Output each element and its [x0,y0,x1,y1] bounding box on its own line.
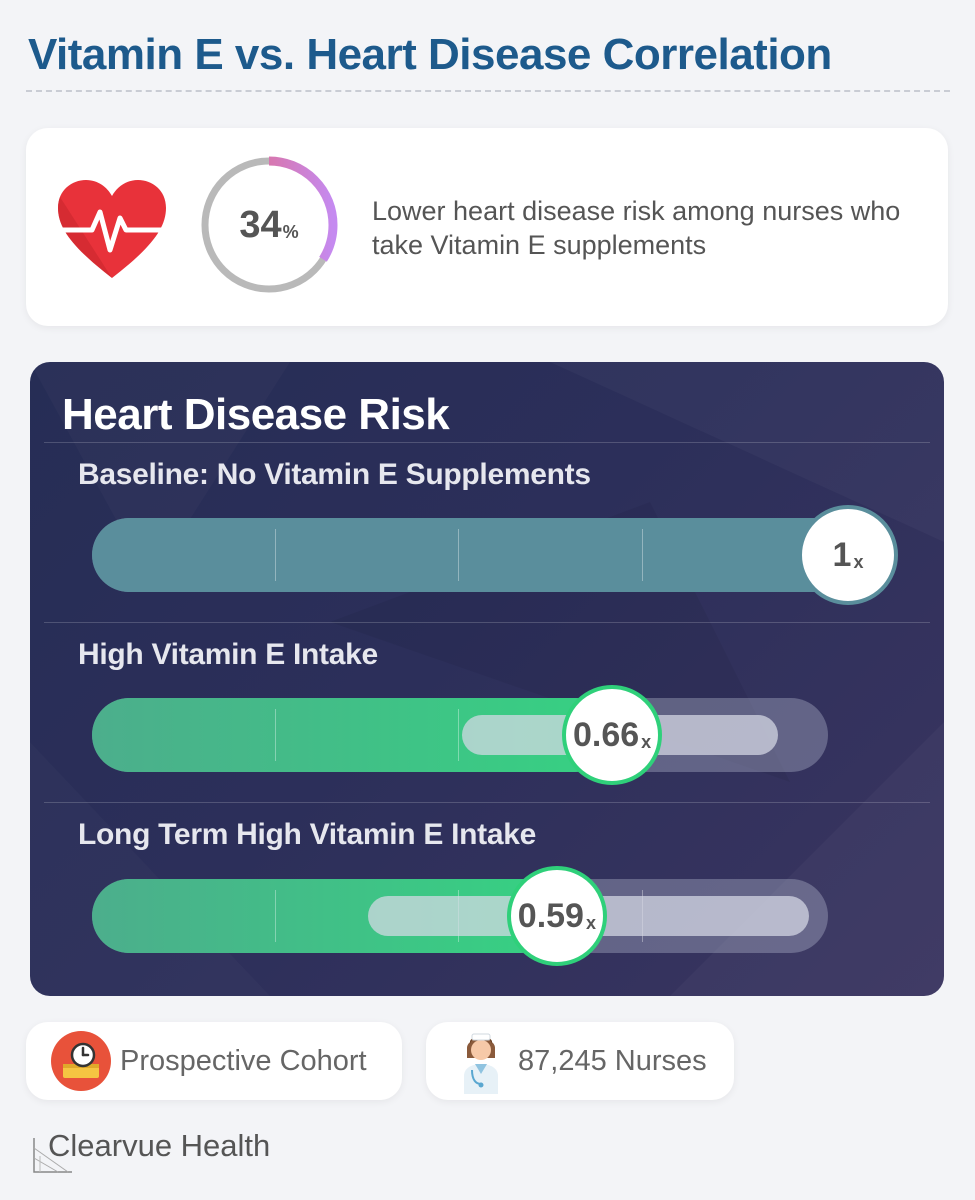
category-label-high-intake: High Vitamin E Intake [78,638,378,671]
heart-pulse-icon [57,180,167,278]
divider [44,442,930,443]
stat-card: 34% Lower heart disease risk among nurse… [26,128,948,326]
study-design-pill: Prospective Cohort [26,1022,402,1100]
grid-tick [275,529,277,581]
value-unit: x [853,551,864,572]
ring-progress [200,156,338,294]
grid-tick [458,709,460,761]
percent-unit: % [282,221,299,242]
divider [44,802,930,803]
percent-readout: 34% [198,154,340,296]
value-label: 1 [832,535,852,574]
value-marker-long-term: 0.59 x [506,866,607,966]
brand-logo-icon [33,1138,72,1173]
grid-tick [275,890,277,942]
percent-ring [200,156,338,294]
category-label-long-term: Long Term High Vitamin E Intake [78,818,536,851]
bar-baseline [92,518,880,592]
value-label: 0.59 [517,896,584,935]
nurse-icon [464,1033,498,1094]
participants-label: 87,245 Nurses [518,1045,707,1077]
divider [44,622,930,623]
value-unit: x [585,912,596,933]
brand-name: Clearvue Health [48,1128,271,1163]
value-unit: x [641,731,652,752]
grid-tick [275,709,277,761]
study-design-label: Prospective Cohort [120,1045,367,1077]
value-label: 0.66 [572,715,640,754]
stat-description: Lower heart disease risk among nurses wh… [372,196,901,260]
risk-chart-panel: Heart Disease Risk Baseline: No Vitamin … [30,362,944,996]
chart-title: Heart Disease Risk [62,390,450,439]
category-label-baseline: Baseline: No Vitamin E Supplements [78,458,591,491]
clock-calendar-icon [51,1031,111,1091]
grid-tick [641,529,643,581]
page-title: Vitamin E vs. Heart Disease Correlation [28,30,832,79]
title-divider [26,90,950,92]
percent-value: 34 [239,203,282,246]
value-marker-high-intake: 0.66 x [562,685,663,785]
participants-pill: 87,245 Nurses [426,1022,734,1100]
grid-tick [458,529,460,581]
